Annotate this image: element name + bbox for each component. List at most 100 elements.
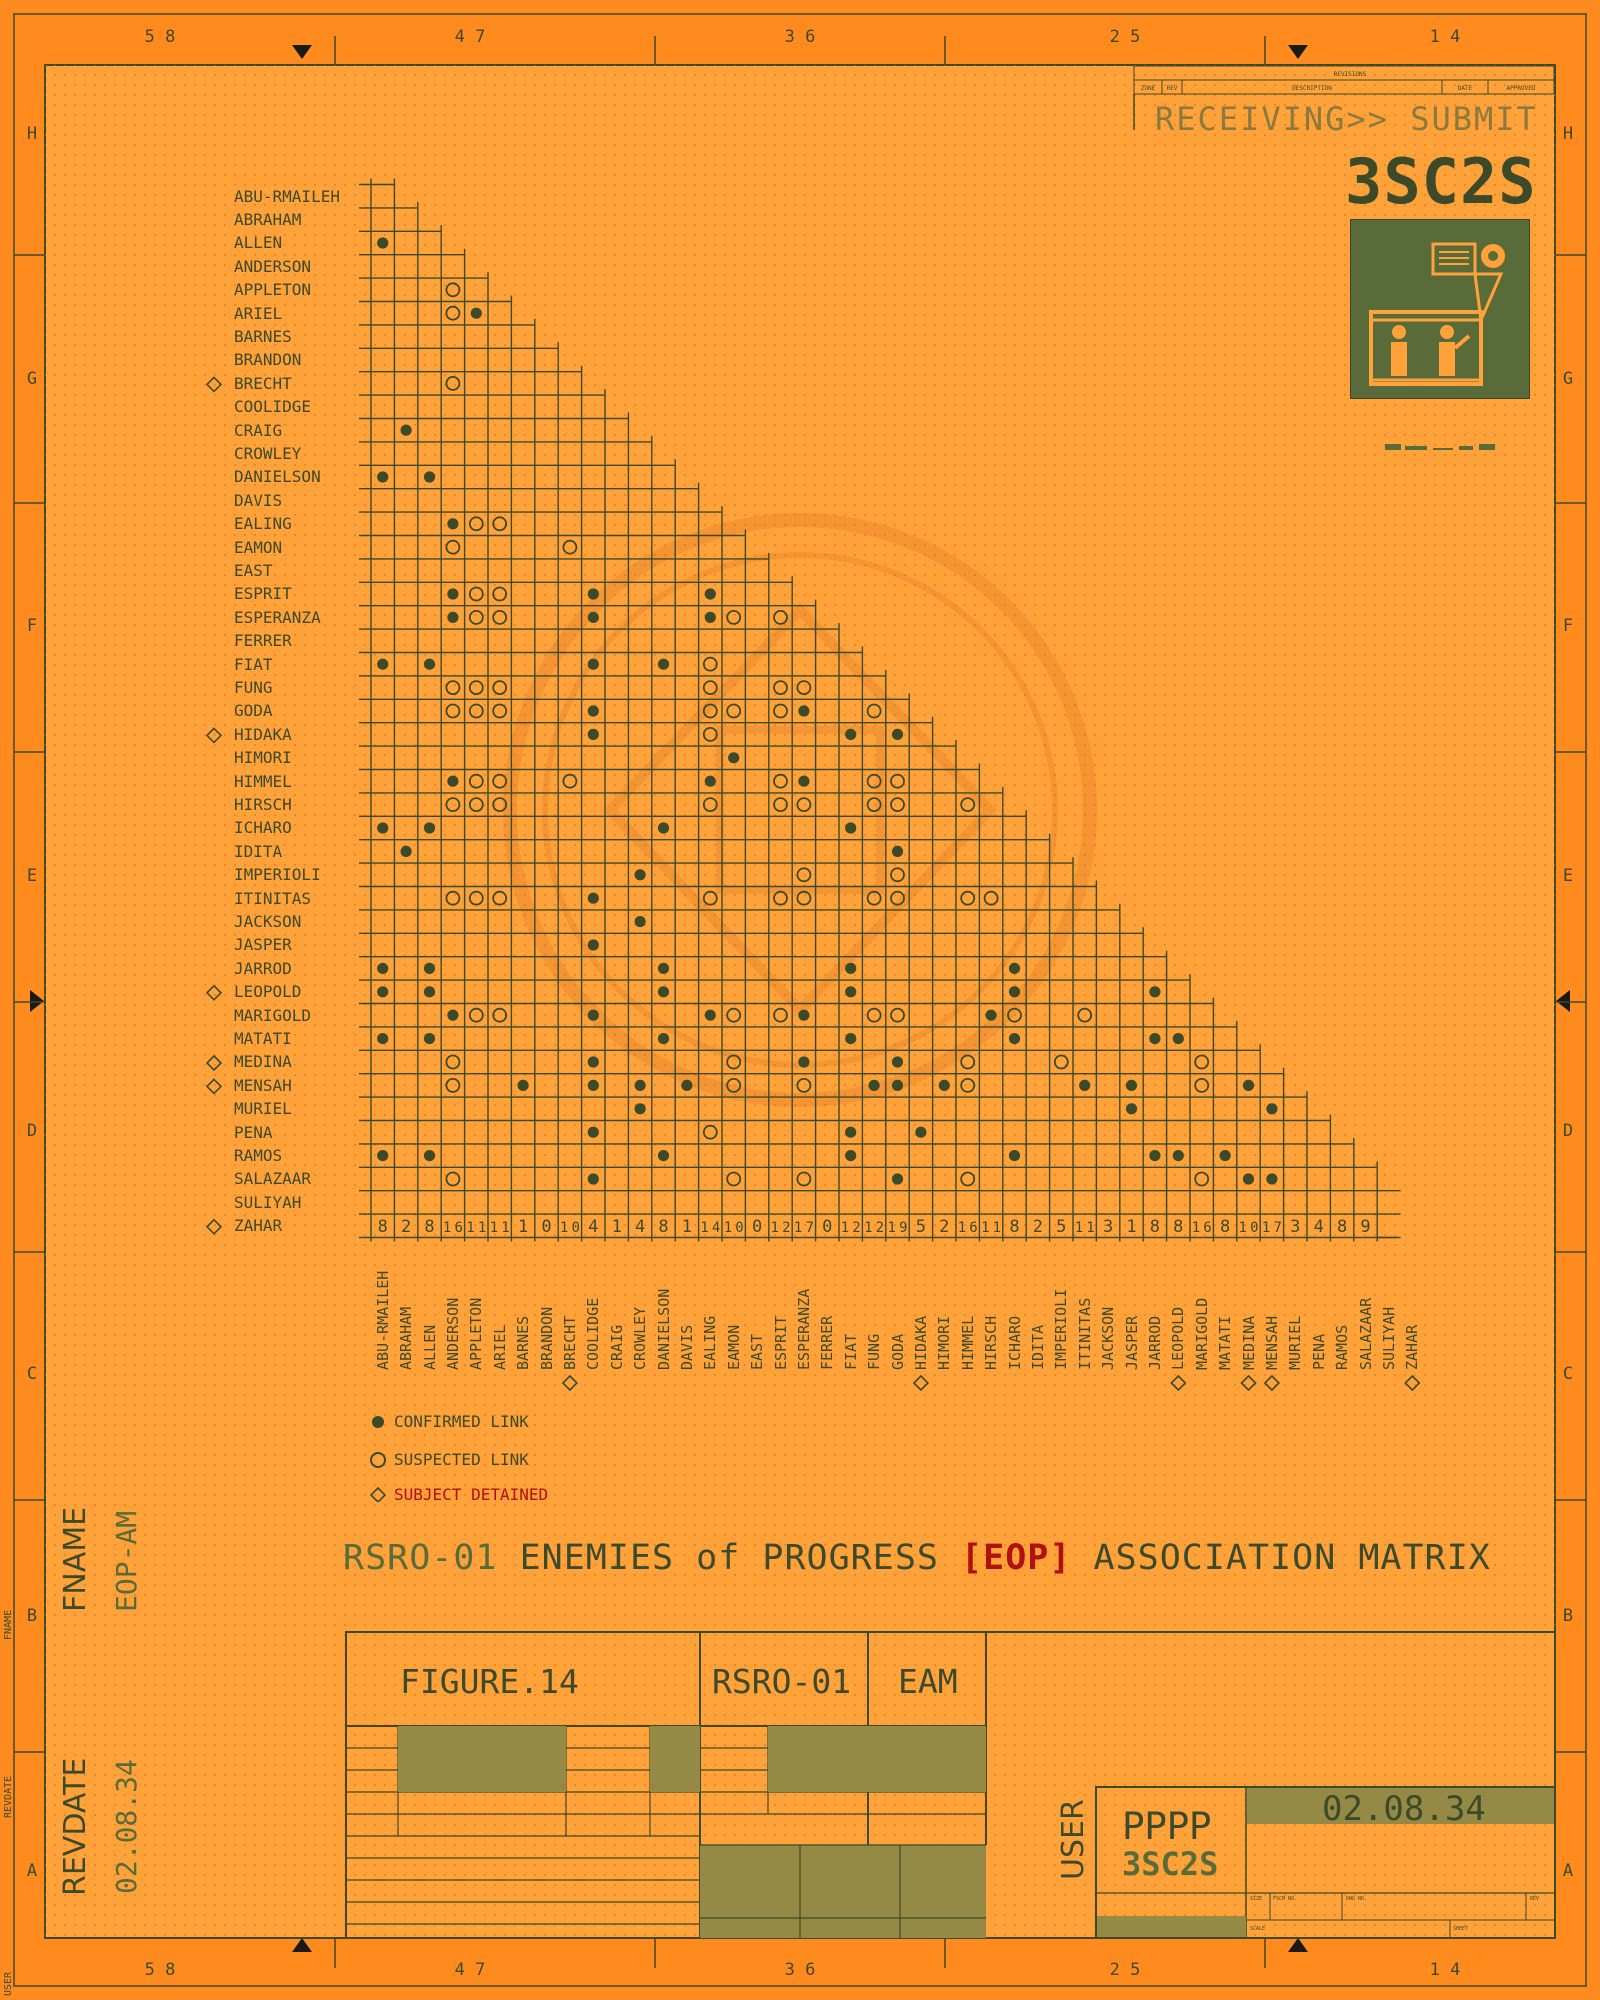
column-total: 16 bbox=[958, 1220, 978, 1236]
confirmed-link-dot bbox=[1219, 1150, 1231, 1162]
title-block-fill bbox=[650, 1726, 700, 1792]
row-label: HIRSCH bbox=[234, 794, 292, 814]
confirmed-link-dot bbox=[447, 1009, 459, 1021]
confirmed-link-dot bbox=[845, 822, 857, 834]
revisions-column-label: REV bbox=[1167, 85, 1178, 92]
confirmed-link-dot bbox=[587, 1056, 599, 1068]
suspected-link-ring bbox=[866, 703, 882, 719]
title-block: SIZE FSCM NO. DWG NO. REV SCALE SHEET bbox=[345, 1631, 1556, 1939]
confirmed-link-dot bbox=[891, 728, 904, 741]
confirmed-link-dot bbox=[423, 962, 436, 975]
detained-diamond bbox=[912, 1374, 930, 1392]
suspected-link-ring bbox=[445, 282, 461, 298]
title-block-tiny-label: SHEET bbox=[1453, 1926, 1468, 1932]
confirmed-link-dot bbox=[587, 728, 599, 741]
confirmed-link-dot bbox=[1008, 1033, 1021, 1045]
confirmed-link-dot bbox=[447, 775, 459, 787]
fname-value: EOP-AM bbox=[110, 1510, 143, 1612]
suspected-link-ring bbox=[492, 516, 508, 532]
column-total: 1 bbox=[682, 1217, 692, 1237]
suspected-link-ring bbox=[445, 539, 461, 555]
detained-diamond bbox=[1170, 1374, 1187, 1392]
fname-label: FNAME bbox=[58, 1506, 93, 1612]
frame-arrow-left bbox=[1556, 990, 1570, 1012]
title-block-tiny-label: REV bbox=[1530, 1896, 1539, 1902]
confirmed-link-dot bbox=[587, 939, 599, 951]
suspected-link-ring bbox=[492, 1007, 508, 1023]
frame-arrow-up bbox=[292, 1938, 312, 1952]
confirmed-link-dot bbox=[447, 611, 459, 624]
column-total: 4 bbox=[1314, 1217, 1324, 1237]
row-label: COOLIDGE bbox=[234, 397, 312, 417]
column-label: ABRAHAM bbox=[397, 1306, 416, 1370]
column-total: 10 bbox=[724, 1220, 744, 1236]
title-acronym: [EOP] bbox=[961, 1538, 1072, 1578]
row-label: RAMOS bbox=[234, 1145, 283, 1165]
title-main: ENEMIES of PROGRESS bbox=[519, 1538, 939, 1578]
confirmed-link-dot bbox=[1266, 1103, 1278, 1115]
row-label: MEDINA bbox=[234, 1052, 292, 1072]
suspected-link-ring bbox=[866, 773, 882, 789]
suspected-link-ring bbox=[890, 797, 905, 812]
row-label: SALAZAAR bbox=[234, 1169, 312, 1189]
frame-side-letter: D bbox=[27, 1121, 37, 1141]
column-label: ZAHAR bbox=[1403, 1324, 1422, 1370]
suspected-link-ring bbox=[468, 890, 484, 906]
suspected-link-ring bbox=[1194, 1171, 1210, 1187]
suspected-link-ring bbox=[492, 680, 508, 695]
confirmed-link-dot bbox=[1172, 1033, 1184, 1045]
row-label: FUNG bbox=[234, 677, 273, 697]
confirmed-link-dot bbox=[423, 471, 436, 483]
column-total: 8 bbox=[1337, 1217, 1347, 1237]
confirmed-link-dot bbox=[704, 611, 716, 624]
column-label: MARIGOLD bbox=[1192, 1297, 1211, 1370]
user-block bbox=[1095, 1786, 1556, 1939]
confirmed-link-dot bbox=[470, 307, 482, 319]
confirmed-link-dot bbox=[587, 1079, 599, 1091]
column-total: 9 bbox=[1360, 1217, 1370, 1237]
confirmed-link-dot bbox=[587, 588, 599, 600]
row-label: CROWLEY bbox=[234, 443, 302, 463]
suspected-link-ring bbox=[866, 890, 882, 906]
column-total: 19 bbox=[888, 1220, 908, 1236]
suspected-link-ring bbox=[890, 1007, 905, 1023]
frame-top-number: 5 8 bbox=[145, 27, 176, 47]
figure-label: FIGURE.14 bbox=[400, 1662, 579, 1701]
confirmed-link-dot bbox=[845, 1126, 857, 1138]
row-label: IMPERIOLI bbox=[234, 865, 321, 885]
confirmed-link-dot bbox=[657, 1150, 670, 1162]
row-label: BRECHT bbox=[234, 373, 292, 393]
row-label: APPLETON bbox=[234, 280, 312, 300]
confirmed-link-dot bbox=[447, 588, 459, 600]
confirmed-link-dot bbox=[423, 822, 436, 834]
suspected-link-ring bbox=[773, 1007, 788, 1023]
user-name: PPPP bbox=[1122, 1805, 1212, 1848]
legend-confirmed-label: CONFIRMED LINK bbox=[394, 1412, 529, 1431]
column-label: MEDINA bbox=[1239, 1315, 1258, 1370]
suspected-link-ring bbox=[866, 1007, 882, 1023]
suspected-link-ring bbox=[960, 797, 976, 812]
row-label: JACKSON bbox=[234, 911, 302, 931]
suspected-link-ring bbox=[702, 703, 718, 719]
suspected-link-ring bbox=[468, 610, 484, 625]
confirmed-link-dot bbox=[704, 1009, 716, 1021]
column-label: IDITA bbox=[1028, 1324, 1047, 1370]
column-label: MENSAH bbox=[1262, 1315, 1281, 1370]
title-block-tiny-label: FSCM NO. bbox=[1273, 1896, 1297, 1902]
legend-symbols bbox=[369, 1416, 387, 1502]
suspected-link-ring bbox=[1194, 1054, 1210, 1070]
row-label: EAMON bbox=[234, 537, 283, 557]
detained-diamond bbox=[205, 1078, 223, 1095]
row-label: EALING bbox=[234, 514, 292, 534]
title-block-tiny-label: SIZE bbox=[1250, 1896, 1262, 1902]
column-label: BRECHT bbox=[560, 1315, 579, 1370]
column-label: EALING bbox=[701, 1315, 720, 1370]
column-label: DAVIS bbox=[677, 1324, 696, 1370]
row-label: JARROD bbox=[234, 958, 292, 978]
frame-top-number: 2 5 bbox=[1110, 27, 1141, 47]
frame-side-letter: H bbox=[27, 124, 37, 144]
suspected-link-ring bbox=[445, 797, 461, 812]
column-total: 11 bbox=[466, 1220, 486, 1236]
suspected-link-ring bbox=[702, 1124, 718, 1140]
